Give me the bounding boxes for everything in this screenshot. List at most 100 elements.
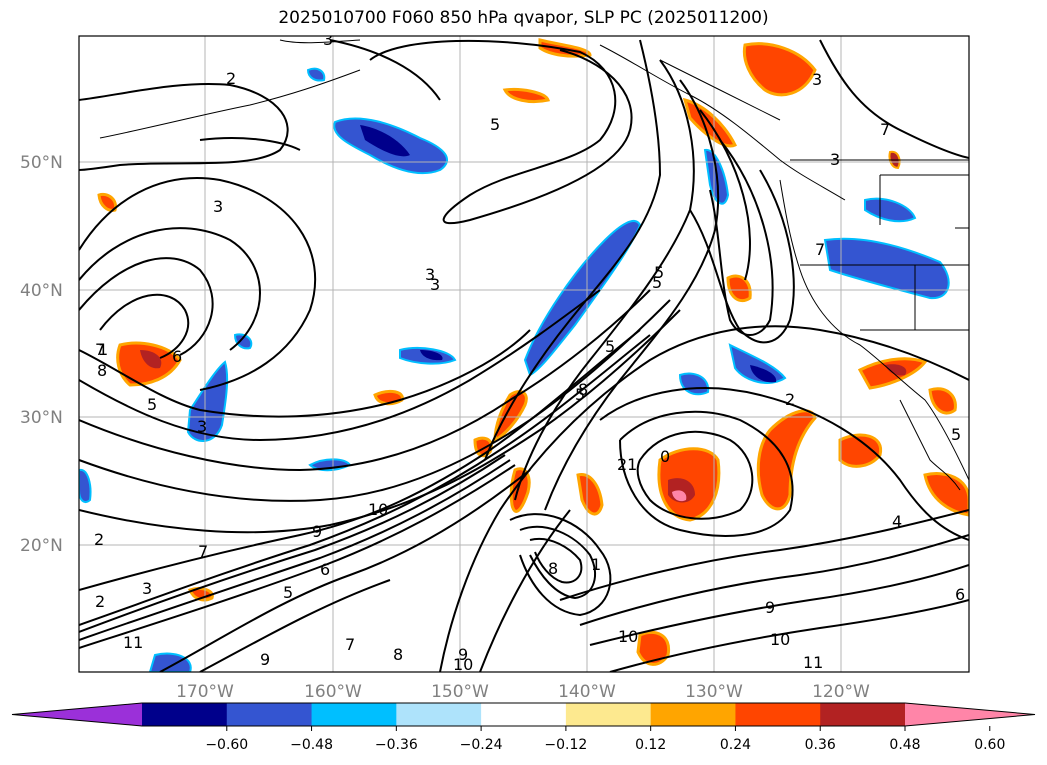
colorbar-segment: [142, 703, 228, 726]
colorbar-tick-label: 0.60: [974, 737, 1005, 753]
lon-label-160w: 160°W: [304, 682, 362, 702]
negative-region-core: [750, 365, 777, 383]
contour-label: 9: [765, 598, 775, 617]
negative-region: [523, 220, 642, 377]
contour-label: 8: [393, 645, 403, 664]
contour-label: 2: [785, 390, 795, 409]
colorbar-outline: [11, 702, 1036, 727]
contour-label: 3: [430, 275, 440, 294]
colorbar-tick-label: 0.24: [720, 737, 751, 753]
map-frame: [78, 35, 970, 673]
colorbar-segment: [650, 703, 736, 726]
positive-region: [373, 389, 404, 406]
contour-label: 3: [142, 579, 152, 598]
contour-label: 3: [213, 197, 223, 216]
contour-label: 7: [880, 120, 890, 139]
contour-label: 9: [260, 650, 270, 669]
lat-label-40n: 40°N: [20, 281, 63, 301]
contour-label: 7: [815, 240, 825, 259]
colorbar-segment: [481, 703, 567, 726]
negative-region: [233, 333, 253, 350]
positive-region: [923, 472, 969, 517]
contour-label: 10: [618, 627, 638, 646]
contour-label: 3: [197, 417, 207, 436]
positive-region: [502, 88, 551, 104]
positive-region: [838, 433, 883, 468]
colorbar-tick-label: −0.60: [205, 737, 248, 753]
contour-label: 7: [95, 340, 105, 359]
contour-label: 3: [323, 30, 333, 49]
negative-region-core: [420, 350, 443, 361]
contour-label: 10: [453, 655, 473, 674]
lon-label-140w: 140°W: [558, 682, 616, 702]
latitude-labels: 50°N 40°N 30°N 20°N: [20, 153, 63, 556]
contour-label: 5: [951, 425, 961, 444]
slp-contours: [79, 39, 969, 672]
contour-label: 2: [95, 592, 105, 611]
contour-label: 5: [652, 273, 662, 292]
colorbar-extend-low: [12, 703, 142, 726]
lon-label-170w: 170°W: [176, 682, 234, 702]
colorbar-segment: [396, 703, 482, 726]
contour-label: 11: [803, 653, 823, 672]
negative-region: [148, 652, 192, 672]
colorbar-extend-high: [905, 703, 1035, 726]
qvapor-shading: [79, 38, 969, 672]
contour-label: 7: [345, 635, 355, 654]
colorbar-segment: [311, 703, 397, 726]
colorbar: −0.60 −0.48 −0.36 −0.24 −0.12 0.12 0.24 0.36 0.4…: [11, 702, 1036, 753]
contour-label: 6: [172, 347, 182, 366]
colorbar-tick-label: −0.36: [375, 737, 418, 753]
colorbar-tick-label: −0.24: [460, 737, 503, 753]
colorbar-tick-label: 0.12: [635, 737, 666, 753]
positive-region: [928, 387, 957, 415]
contour-label: 5: [605, 337, 615, 356]
contour-label: 9: [312, 522, 322, 541]
map-title: 2025010700 F060 850 hPa qvapor, SLP PC (…: [278, 8, 769, 28]
contour-label: 8: [97, 361, 107, 380]
positive-region: [636, 630, 671, 666]
negative-region: [186, 360, 229, 442]
contour-label: 7: [198, 542, 208, 561]
contour-label: 9: [458, 645, 468, 664]
colorbar-segment: [226, 703, 313, 726]
contour-label: 3: [812, 70, 822, 89]
contour-label: 3: [830, 150, 840, 169]
colorbar-tick-label: −0.12: [544, 737, 587, 753]
contour-label: 10: [368, 500, 388, 519]
contour-label: 6: [320, 560, 330, 579]
lat-label-20n: 20°N: [20, 536, 63, 556]
positive-region-core: [885, 364, 907, 376]
contour-label: 8: [578, 380, 588, 399]
contour-label: 2: [226, 69, 236, 88]
colorbar-segment: [820, 703, 906, 726]
positive-region: [97, 192, 118, 212]
colorbar-tick-label: −0.48: [290, 737, 333, 753]
contour-label: 5: [490, 115, 500, 134]
colorbar-tick-label: 0.48: [889, 737, 920, 753]
lon-label-120w: 120°W: [812, 682, 870, 702]
negative-region-core: [360, 125, 410, 157]
lon-label-130w: 130°W: [685, 682, 743, 702]
negative-region: [864, 197, 917, 223]
contour-label: 10: [770, 630, 790, 649]
colorbar-segment: [565, 703, 652, 726]
contour-label: 5: [575, 385, 585, 404]
contour-label: 6: [955, 585, 965, 604]
contour-label: 2: [94, 530, 104, 549]
contour-label: 8: [548, 559, 558, 578]
negative-region: [306, 67, 326, 82]
positive-region: [726, 274, 752, 303]
contour-label: 1: [591, 555, 601, 574]
colorbar-segment: [735, 703, 821, 726]
contour-label: 3: [425, 265, 435, 284]
positive-region: [576, 473, 604, 516]
contour-label: 5: [147, 395, 157, 414]
contour-labels: 2 3 5 3 5 3 5 7 8 6 3 5 5 2 3 10 9 8 6 7…: [94, 30, 965, 674]
contour-label: 5: [283, 583, 293, 602]
positive-region: [742, 42, 817, 97]
longitude-labels: 170°W 160°W 150°W 140°W 130°W 120°W: [176, 682, 870, 702]
positive-region-peak: [672, 490, 687, 502]
contour-label: 0: [660, 447, 670, 466]
